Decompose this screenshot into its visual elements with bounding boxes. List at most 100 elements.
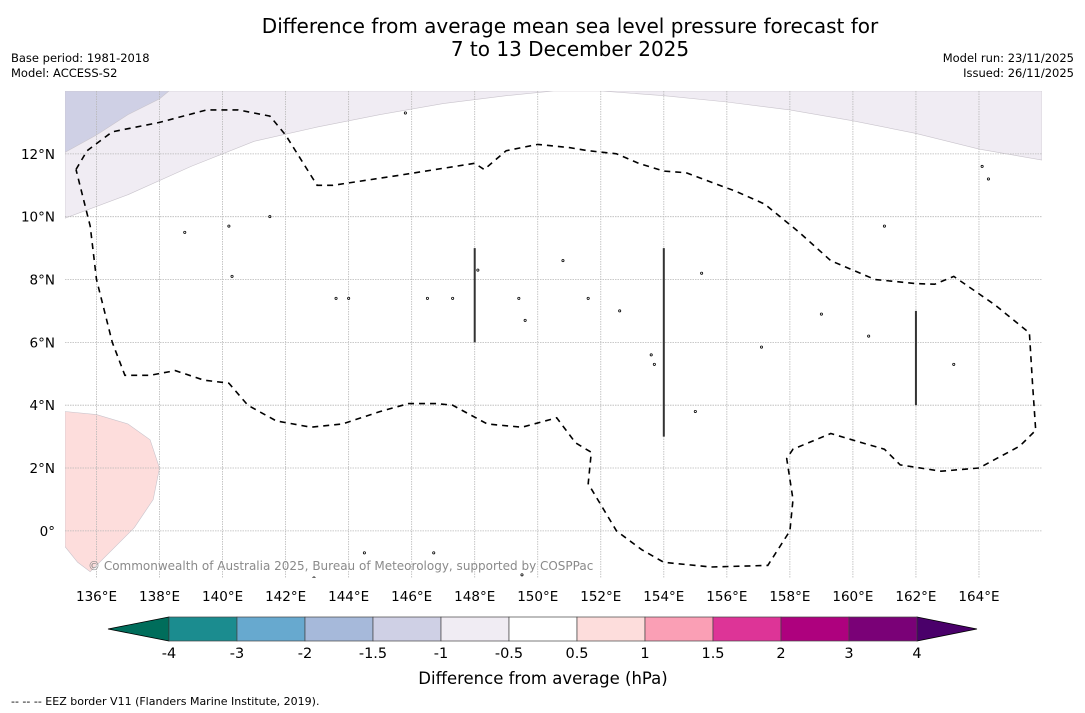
island-marker — [986, 177, 990, 181]
colorbar-tick-label: -2 — [298, 646, 312, 662]
island-marker — [425, 296, 429, 300]
colorbar-tick-label: 2 — [776, 646, 785, 662]
island-marker — [693, 409, 697, 413]
colorbar-label: Difference from average (hPa) — [418, 669, 667, 688]
island-marker — [268, 215, 272, 219]
island-marker — [980, 164, 984, 168]
island-marker — [451, 296, 455, 300]
colorbar-underflow-triangle — [107, 616, 170, 642]
island-marker — [183, 230, 187, 234]
anomaly-region-band-minus-1-to-minus-0.5 — [65, 91, 1042, 219]
island-marker — [586, 296, 590, 300]
lat-tick-label: 4°N — [30, 398, 55, 414]
title-line-1: Difference from average mean sea level p… — [261, 14, 879, 38]
colorbar-segment — [440, 616, 510, 642]
colorbar: -4 -3 -2 -1.5 -1 -0.5 0.5 1 1.5 2 3 4 — [107, 616, 978, 662]
island-marker — [520, 573, 524, 577]
island-marker — [649, 353, 653, 357]
chart-title: Difference from average mean sea level p… — [0, 15, 1085, 61]
colorbar-segment — [848, 616, 918, 642]
island-marker — [362, 551, 366, 555]
lon-tick-label: 146°E — [391, 589, 432, 605]
lat-tick-label: 10°N — [21, 210, 55, 226]
lon-tick-label: 150°E — [517, 589, 558, 605]
eez-border-line — [75, 109, 1037, 568]
lat-tick-label: 12°N — [21, 147, 55, 163]
lon-tick-label: 158°E — [769, 589, 810, 605]
island-marker — [230, 274, 234, 278]
lat-tick-label: 6°N — [30, 335, 55, 351]
anomaly-region-band-0.5-to-1 — [65, 411, 160, 573]
island-marker — [819, 312, 823, 316]
colorbar-segment — [168, 616, 238, 642]
lat-tick-label: 8°N — [30, 273, 55, 289]
island-marker — [760, 345, 764, 349]
lon-tick-label: 160°E — [832, 589, 873, 605]
island-marker — [1076, 165, 1078, 167]
colorbar-segment — [576, 616, 646, 642]
lon-tick-label: 156°E — [706, 589, 747, 605]
island-marker — [403, 111, 407, 115]
title-line-2: 7 to 13 December 2025 — [450, 37, 690, 61]
colorbar-tick-label: 3 — [844, 646, 853, 662]
colorbar-tick-label: 0.5 — [565, 646, 588, 662]
island-marker — [227, 224, 231, 228]
model-name: Model: ACCESS-S2 — [11, 65, 118, 80]
colorbar-segment — [236, 616, 306, 642]
lat-tick-label: 0° — [40, 524, 55, 540]
issued-date: Issued: 26/11/2025 — [963, 65, 1074, 80]
island-marker — [517, 296, 521, 300]
island-marker — [952, 362, 956, 366]
colorbar-tick-label: 1.5 — [701, 646, 724, 662]
model-run-date: Model run: 23/11/2025 — [942, 51, 1074, 65]
island-marker — [523, 318, 527, 322]
lon-tick-label: 162°E — [895, 589, 936, 605]
colorbar-tick-label: 4 — [912, 646, 921, 662]
colorbar-tick-label: -4 — [162, 646, 176, 662]
island-marker — [347, 296, 351, 300]
eez-footnote: -- -- -- EEZ border V11 (Flanders Marine… — [11, 695, 320, 708]
lon-tick-label: 148°E — [454, 589, 495, 605]
axis-tick-labels: 136°E 138°E 140°E 142°E 144°E 146°E 148°E 150°E… — [21, 147, 1000, 605]
island-marker — [561, 259, 565, 263]
island-marker — [618, 309, 622, 313]
colorbar-segment — [780, 616, 850, 642]
colorbar-overflow-triangle — [916, 616, 978, 642]
island-marker — [432, 551, 436, 555]
lon-tick-label: 164°E — [958, 589, 999, 605]
island-marker — [882, 224, 886, 228]
coastline-layer — [183, 111, 1078, 578]
colorbar-segment — [712, 616, 782, 642]
eez-border-layer — [75, 109, 1037, 568]
lon-tick-label: 154°E — [643, 589, 684, 605]
run-info: Model run: 23/11/2025 Issued: 26/11/2025 — [943, 51, 1074, 80]
island-marker — [312, 576, 316, 578]
colorbar-tick-label: -1.5 — [359, 646, 387, 662]
colorbar-segment — [644, 616, 714, 642]
colorbar-segment — [372, 616, 442, 642]
copyright-notice: © Commonwealth of Australia 2025, Bureau… — [88, 559, 593, 573]
lat-tick-label: 2°N — [30, 461, 55, 477]
colorbar-tick-label: -3 — [230, 646, 244, 662]
model-info: Base period: 1981-2018 Model: ACCESS-S2 — [11, 51, 150, 80]
colorbar-tick-label: -1 — [434, 646, 448, 662]
island-marker — [476, 268, 480, 272]
anomaly-fill-layer — [65, 91, 1042, 573]
lon-tick-label: 140°E — [202, 589, 243, 605]
base-period: Base period: 1981-2018 — [11, 51, 150, 65]
lon-tick-label: 142°E — [265, 589, 306, 605]
colorbar-segment — [304, 616, 374, 642]
colorbar-tick-label: -0.5 — [495, 646, 523, 662]
colorbar-tick-label: 1 — [640, 646, 649, 662]
lon-tick-label: 144°E — [328, 589, 369, 605]
lon-tick-label: 152°E — [580, 589, 621, 605]
lon-tick-label: 138°E — [139, 589, 180, 605]
island-marker — [334, 296, 338, 300]
island-marker — [652, 362, 656, 366]
island-marker — [867, 334, 871, 338]
lon-tick-label: 136°E — [76, 589, 117, 605]
island-marker — [700, 271, 704, 275]
graticule-layer — [65, 91, 1042, 578]
colorbar-segment — [508, 616, 578, 642]
